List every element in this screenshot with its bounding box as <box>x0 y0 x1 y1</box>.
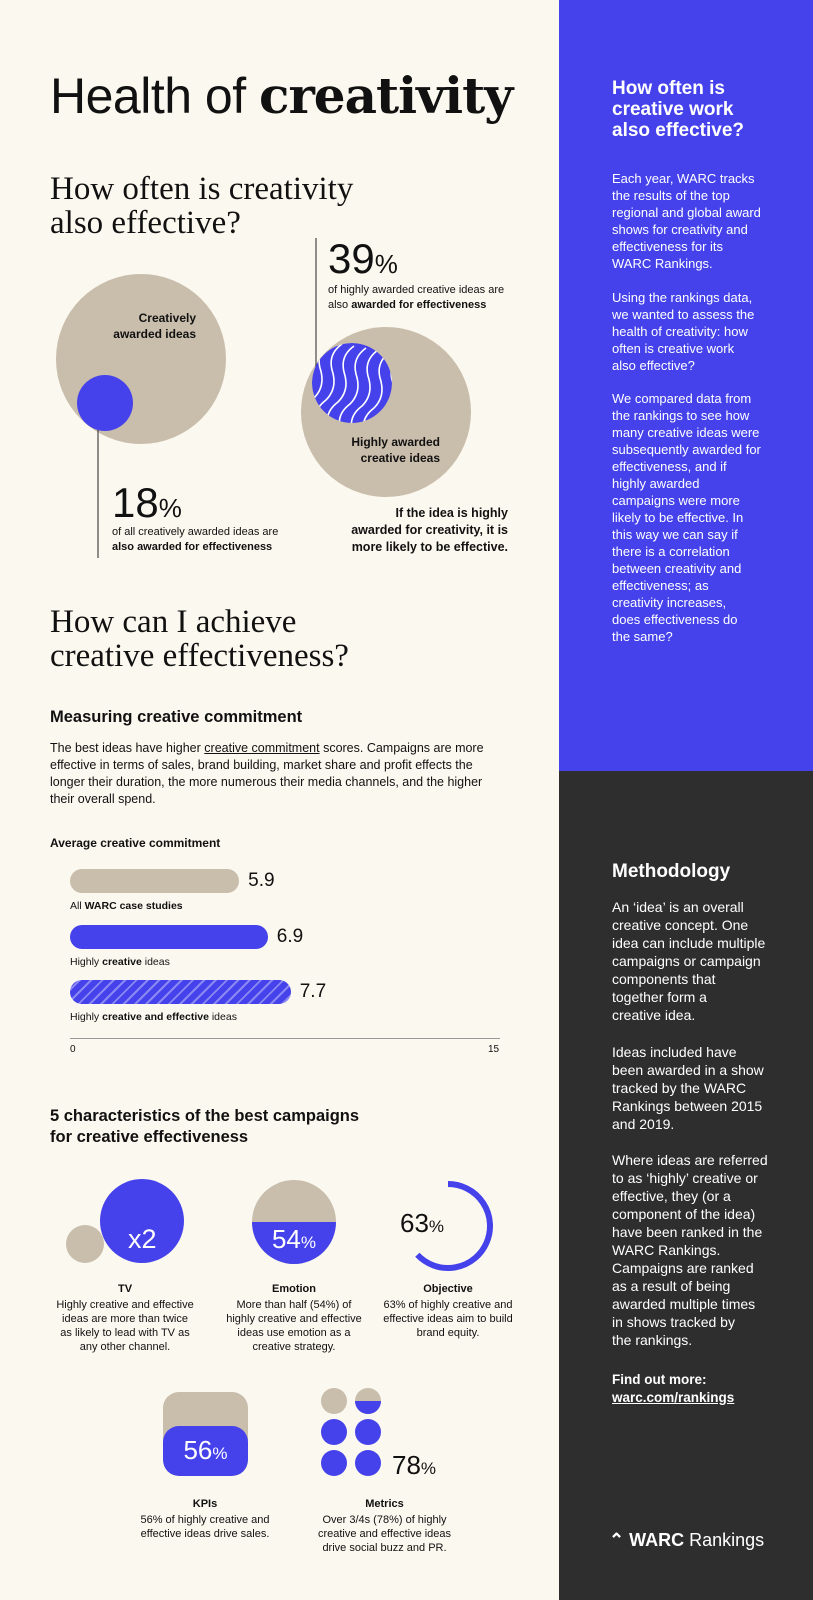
emotion-graphic <box>252 1180 336 1264</box>
methodology-paragraph-2: Ideas included have been awarded in a sh… <box>612 1044 764 1132</box>
stat2-value: 39% <box>328 235 398 282</box>
bar-category-label-2: Highly creative ideas <box>70 956 170 968</box>
sidebar-paragraph-3: We compared data from the rankings to se… <box>612 391 761 644</box>
stat1-value: 18% <box>112 479 182 526</box>
kpis-text: KPIs 56% of highly creative and effective… <box>140 1498 270 1540</box>
circle1-label: Creatively awarded ideas <box>113 311 196 341</box>
circle2-label: Highly awarded creative ideas <box>351 435 440 465</box>
stat1-caption: of all creatively awarded ideas are also … <box>112 526 279 553</box>
bar-2 <box>70 925 268 949</box>
sidebar-heading: How often is creative work also effectiv… <box>612 78 744 141</box>
objective-graphic <box>415 1181 493 1271</box>
page-title: Health of creativity <box>50 66 513 125</box>
warc-logo: ⌃ WARC Rankings <box>609 1530 765 1550</box>
bar-value-label-3: 7.7 <box>299 981 327 1002</box>
emotion-fill <box>252 1222 336 1264</box>
emotion-value: 54% <box>271 1224 317 1254</box>
section1-conclusion: If the idea is highly awarded for creativ… <box>351 506 508 554</box>
find-out-more: Find out more: warc.com/rankings <box>612 1372 735 1405</box>
sidebar-methodology: Methodology An ‘idea’ is an overall crea… <box>559 771 813 1600</box>
metrics-text: Metrics Over 3/4s (78%) of highly creativ… <box>317 1498 452 1554</box>
bar-category-label-3: Highly creative and effective ideas <box>70 1011 237 1023</box>
section2-heading: How can I achieve creative effectiveness? <box>50 604 349 674</box>
methodology-paragraph-3: Where ideas are referred to as ‘highly’ … <box>612 1152 768 1348</box>
other-channel-circle <box>66 1225 104 1263</box>
effective-overlap-circle <box>77 375 133 431</box>
tv-text: TV Highly creative and effective ideas ar… <box>56 1283 194 1353</box>
characteristics-heading: 5 characteristics of the best campaigns f… <box>50 1107 360 1146</box>
emotion-text: Emotion More than half (54%) of highly cr… <box>226 1283 362 1353</box>
creatively-awarded-circle <box>56 274 226 444</box>
section1-heading: How often is creativity also effective? <box>50 171 354 241</box>
x-axis-line <box>70 1038 500 1039</box>
metrics-graphic <box>321 1388 381 1476</box>
bar-1 <box>70 869 240 893</box>
bar-value-label-1: 5.9 <box>248 870 275 891</box>
methodology-heading: Methodology <box>612 861 731 882</box>
creative-commitment-link[interactable]: creative commitment <box>204 741 320 755</box>
bar-3 <box>70 980 291 1004</box>
rankings-link[interactable]: warc.com/rankings <box>612 1390 735 1405</box>
x-tick-label-0: 0 <box>70 1044 76 1055</box>
section2-subheading: Measuring creative commitment <box>50 708 303 726</box>
kpis-value: 56% <box>183 1435 228 1465</box>
stat2-caption: of highly awarded creative ideas are also… <box>328 284 505 311</box>
tv-graphic <box>66 1179 184 1263</box>
sidebar-paragraph-1: Each year, WARC tracks the results of th… <box>612 171 761 271</box>
kpis-fill <box>163 1426 248 1476</box>
objective-value: 63% <box>400 1208 445 1238</box>
sidebar-intro: How often is creative work also effectiv… <box>559 0 813 771</box>
objective-arc <box>415 1181 493 1271</box>
tv-circle <box>100 1179 184 1263</box>
sidebar-paragraph-2: Using the rankings data, we wanted to as… <box>612 290 755 373</box>
venn-diagrams <box>56 238 471 558</box>
methodology-paragraph-1: An ‘idea’ is an overall creative concept… <box>612 899 766 1023</box>
bar-value-label-2: 6.9 <box>276 926 304 947</box>
tv-value: x2 <box>128 1224 157 1254</box>
kpis-graphic <box>163 1392 248 1476</box>
metrics-value: 78% <box>392 1450 437 1480</box>
caret-icon: ⌃ <box>609 1530 625 1550</box>
chart-title: Average creative commitment <box>50 836 221 850</box>
bar-category-label-1: All WARC case studies <box>70 900 183 912</box>
section2-paragraph: The best ideas have higher creative comm… <box>50 741 484 806</box>
x-tick-label-15: 15 <box>488 1044 500 1055</box>
objective-text: Objective 63% of highly creative and effe… <box>383 1283 513 1339</box>
